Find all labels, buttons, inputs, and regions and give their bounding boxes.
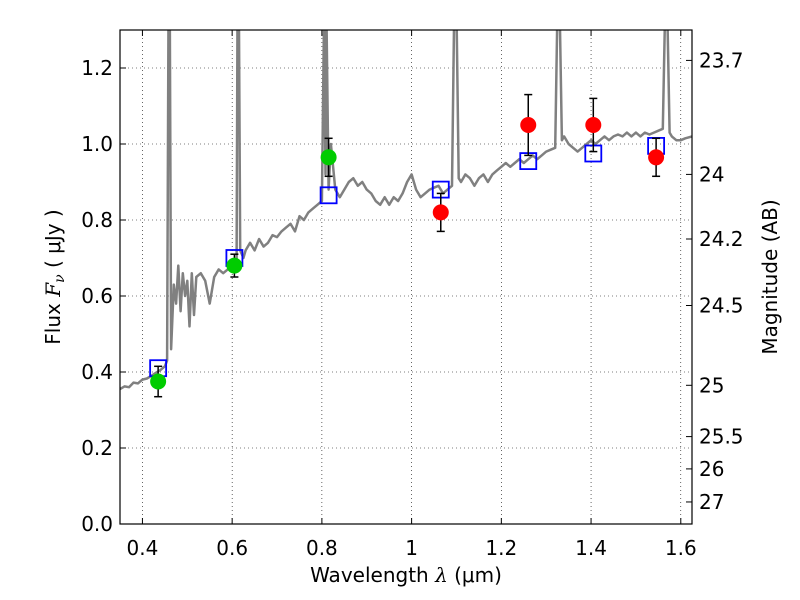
x-tick-label: 1.4: [575, 536, 607, 560]
x-tick-label: 0.8: [306, 536, 338, 560]
right-tick-label: 23.7: [699, 48, 744, 72]
x-tick-label: 0.6: [216, 536, 248, 560]
plot-frame: [119, 29, 693, 525]
observed-red-point: [432, 204, 449, 221]
right-tick-label: 24.2: [699, 227, 744, 251]
grid-lines: [120, 30, 692, 525]
y-tick-label: 0.8: [81, 208, 113, 232]
x-tick-label: 1: [405, 536, 418, 560]
right-tick-label: 24: [699, 162, 724, 186]
observed-red-point: [585, 117, 602, 133]
x-axis-label: Wavelength λ (μm): [310, 563, 502, 587]
model-point: [319, 186, 338, 205]
observed-red-point: [520, 117, 537, 133]
y-tick-label: 0.4: [81, 360, 113, 384]
x-tick-label: 1.2: [485, 536, 517, 560]
x-tick-label: 0.4: [127, 536, 159, 560]
right-tick-label: 26: [699, 457, 724, 481]
axes: 0.4 0.6 0.8 1 1.2 1.4 1.6 0.0 0.2 0.4 0.6 0.8 1.0 1.2…: [81, 30, 744, 560]
observed-green-point: [226, 257, 243, 274]
y-tick-label: 0.0: [81, 512, 113, 536]
y-axis-label: Flux Fν ( μJy ): [41, 209, 68, 344]
observed-green-point: [320, 149, 337, 166]
y-tick-label: 1.0: [81, 132, 113, 156]
right-tick-label: 25.5: [699, 425, 744, 449]
plot-area: [120, 30, 692, 391]
right-tick-label: 27: [699, 490, 724, 514]
observed-green-point: [150, 373, 167, 390]
x-tick-label: 1.6: [665, 536, 697, 560]
right-tick-label: 24.5: [699, 294, 744, 318]
y-tick-label: 0.2: [81, 436, 113, 460]
observed-red-point: [648, 149, 665, 166]
right-axis-label: Magnitude (AB): [758, 199, 782, 354]
data-points: [149, 93, 666, 398]
right-tick-label: 25: [699, 373, 724, 397]
y-tick-label: 0.6: [81, 284, 113, 308]
spectrum-line: [120, 30, 692, 391]
y-tick-label: 1.2: [81, 56, 113, 80]
